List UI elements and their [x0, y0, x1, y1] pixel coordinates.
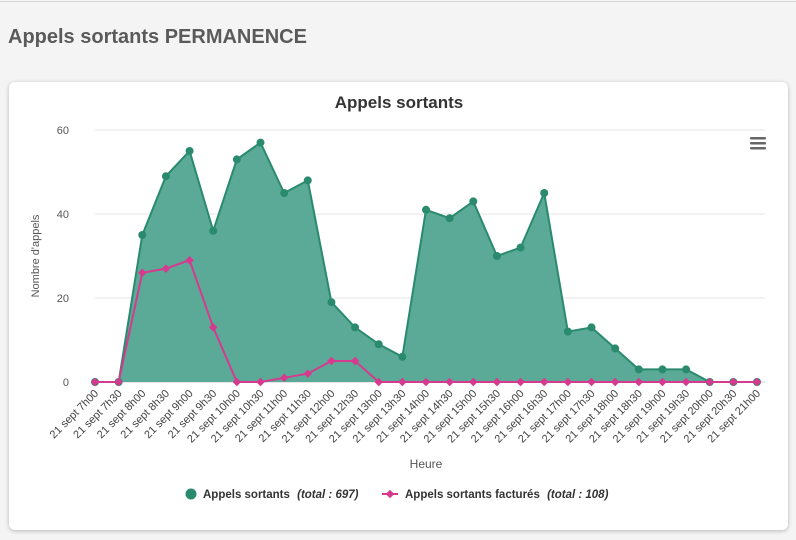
- y-tick-label: 20: [57, 293, 69, 305]
- series1-point[interactable]: [492, 252, 501, 260]
- series2-point[interactable]: [303, 369, 313, 378]
- series1-point[interactable]: [634, 365, 643, 374]
- legend-total-series1: (total : 697): [297, 489, 359, 501]
- series2-point[interactable]: [681, 377, 691, 387]
- chart-title: Appels sortants: [335, 93, 463, 112]
- series2-point[interactable]: [327, 356, 336, 366]
- legend-item-series2[interactable]: Appels sortants facturés (total : 108): [382, 489, 609, 501]
- top-divider: [0, 1, 796, 2]
- area-layer: [95, 141, 757, 383]
- series2-point[interactable]: [469, 377, 478, 387]
- series2-point[interactable]: [634, 377, 644, 387]
- series1-point[interactable]: [327, 298, 336, 307]
- series1-point[interactable]: [658, 365, 667, 374]
- series1-point[interactable]: [540, 189, 549, 197]
- series2-point[interactable]: [705, 377, 714, 387]
- series2-point[interactable]: [350, 356, 360, 366]
- legend-label-series1: Appels sortants: [203, 489, 290, 501]
- legend-item-series1[interactable]: Appels sortants (total : 697): [185, 488, 359, 502]
- series2-point[interactable]: [398, 377, 407, 387]
- series1-point[interactable]: [138, 231, 147, 239]
- svg-text:Appels sortants (tot: Appels sortants (total : 697): [203, 489, 359, 501]
- legend: Appels sortants (total : 697) Appels sor…: [185, 488, 609, 502]
- series2-point[interactable]: [90, 377, 100, 387]
- legend-total-series2: (total : 108): [547, 489, 609, 501]
- series2-point[interactable]: [114, 377, 123, 387]
- series1-point[interactable]: [422, 205, 430, 214]
- chart-card: Appels sortants 0 20 40 60 Nombre d'appels …: [9, 82, 788, 530]
- chart-menu-button[interactable]: [745, 132, 771, 154]
- series1-area: [95, 142, 757, 382]
- series2-point[interactable]: [516, 377, 525, 387]
- series2-point[interactable]: [539, 377, 549, 387]
- legend-label-series2: Appels sortants facturés: [405, 489, 540, 501]
- svg-text:Appels sortants facturés: Appels sortants facturés (total : 108): [405, 489, 609, 501]
- page-title: Appels sortants PERMANENCE: [8, 26, 307, 48]
- series1-point[interactable]: [280, 189, 289, 197]
- series2-point[interactable]: [492, 377, 502, 387]
- series2-point[interactable]: [587, 377, 596, 387]
- series2-point[interactable]: [185, 255, 194, 265]
- series2-point[interactable]: [563, 377, 573, 387]
- series1-point[interactable]: [374, 340, 383, 349]
- series1-point[interactable]: [161, 172, 170, 181]
- series1-point[interactable]: [185, 147, 194, 155]
- series2-point[interactable]: [256, 377, 265, 387]
- series1-point[interactable]: [587, 323, 596, 332]
- y-tick-label: 40: [57, 209, 69, 221]
- hamburger-menu-icon: [750, 137, 766, 150]
- series1-point[interactable]: [563, 327, 572, 336]
- series1-point[interactable]: [209, 226, 218, 235]
- series2-point[interactable]: [279, 373, 289, 383]
- series1-point[interactable]: [682, 365, 691, 374]
- series2-point[interactable]: [208, 323, 218, 332]
- legend-marker-series1: [185, 488, 197, 500]
- y-axis-label: Nombre d'appels: [30, 214, 42, 297]
- series1-point[interactable]: [351, 323, 360, 332]
- series2-point[interactable]: [610, 377, 620, 387]
- series1-point[interactable]: [303, 176, 312, 185]
- series1-point[interactable]: [611, 344, 620, 353]
- series1-point[interactable]: [516, 243, 525, 252]
- series2-point[interactable]: [161, 264, 171, 273]
- y-tick-label: 60: [57, 125, 69, 137]
- series2-point[interactable]: [658, 377, 667, 387]
- series2-point[interactable]: [752, 377, 762, 387]
- series2-point[interactable]: [421, 377, 431, 387]
- series2-point[interactable]: [232, 377, 242, 387]
- series1-point[interactable]: [445, 214, 454, 223]
- series1-point[interactable]: [398, 352, 407, 361]
- series2-point[interactable]: [374, 377, 383, 387]
- series2-point[interactable]: [729, 377, 738, 387]
- legend-marker-series2: [385, 489, 395, 499]
- series2-point[interactable]: [445, 377, 454, 387]
- y-axis-ticks: 0 20 40 60: [57, 125, 69, 389]
- y-tick-label: 0: [63, 377, 69, 389]
- series1-point[interactable]: [232, 155, 241, 164]
- series2-layer: [90, 255, 762, 387]
- series1-point[interactable]: [256, 138, 265, 147]
- series2-point[interactable]: [138, 268, 147, 278]
- x-axis-label: Heure: [410, 457, 443, 471]
- series1-point[interactable]: [469, 197, 478, 206]
